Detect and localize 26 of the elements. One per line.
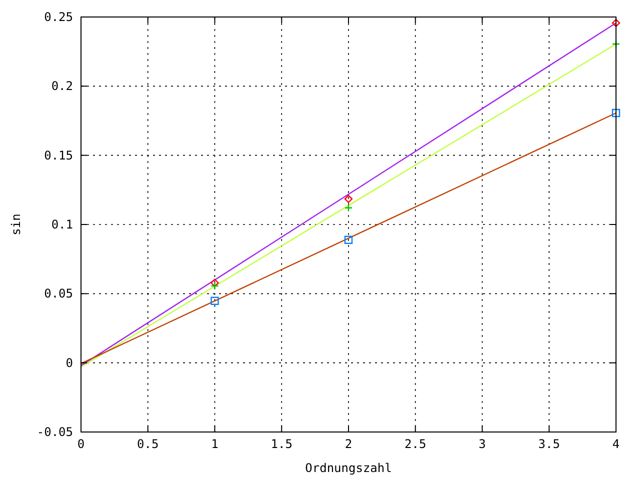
- x-tick-label: 2: [344, 437, 352, 451]
- point: [344, 236, 353, 244]
- point: [344, 204, 353, 212]
- x-tick-label: 0: [77, 437, 85, 451]
- point: [210, 278, 219, 287]
- y-tick-label: 0.05: [44, 286, 73, 301]
- x-tick-label: 1: [211, 437, 218, 451]
- x-tick-label: 3.5: [538, 437, 560, 451]
- y-tick-label: 0: [66, 356, 73, 370]
- x-tick-label: 4: [612, 437, 620, 451]
- point: [210, 282, 219, 290]
- y-axis-title: sin: [9, 214, 23, 236]
- y-tick-label: 0.2: [51, 79, 73, 94]
- x-tick-label: 2.5: [404, 437, 426, 451]
- point: [612, 18, 620, 28]
- y-tick-label: 0.25: [44, 10, 73, 24]
- x-tick-label: 0.5: [137, 437, 159, 451]
- point: [210, 296, 219, 305]
- point: [344, 194, 353, 204]
- y-tick-label: 0.1: [51, 218, 73, 232]
- y-tick-label: 0.15: [44, 148, 73, 162]
- x-tick-label: 3: [478, 437, 486, 451]
- x-tick-label: 1.5: [270, 437, 292, 451]
- y-tick-label: -0.05: [36, 425, 73, 439]
- point: [612, 108, 620, 118]
- x-axis-title: Ordnungszahl: [305, 461, 392, 475]
